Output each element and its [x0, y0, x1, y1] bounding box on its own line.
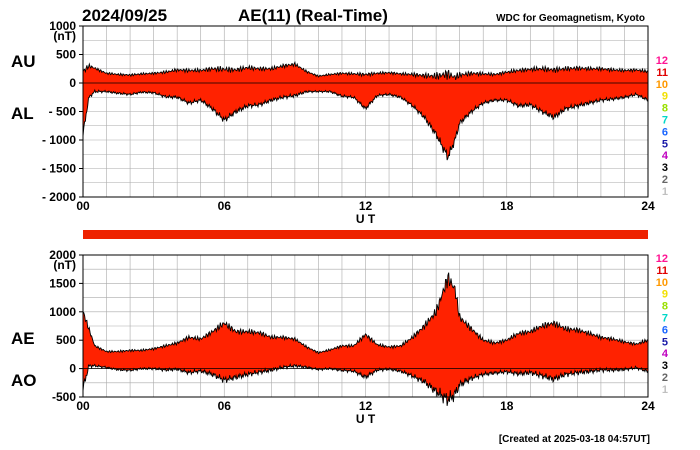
legend-item: 12 [656, 253, 668, 265]
x-tick-label: 18 [500, 399, 514, 413]
y-tick-label: - 1500 [42, 162, 76, 176]
legend-item: 2 [662, 372, 668, 384]
legend-item: 3 [662, 360, 668, 372]
source-label: WDC for Geomagnetism, Kyoto [496, 13, 645, 24]
chart-title: AE(11) (Real-Time) [238, 6, 388, 25]
legend-item: 7 [662, 313, 668, 325]
legend-item: 9 [662, 91, 668, 103]
y-tick-label: 1000 [49, 19, 76, 33]
panel-label-ae: AE [11, 329, 35, 348]
ae-ao-panel: 2000 1500 1000 500 0 -500 (nT) 00 06 12 18 24 U T AE A… [11, 248, 655, 426]
legend-item: 8 [662, 301, 668, 313]
legend-item: 7 [662, 115, 668, 127]
unit-label: (nT) [53, 29, 76, 43]
y-tick-label: 500 [56, 333, 76, 347]
x-axis-label: U T [356, 212, 376, 226]
y-tick-label: - 500 [49, 105, 77, 119]
x-tick-label: 06 [218, 199, 232, 213]
index-band-fill [83, 272, 648, 406]
panel-label-au: AU [11, 52, 36, 71]
legend-item: 4 [662, 150, 669, 162]
legend-item: 10 [656, 79, 668, 91]
legend-item: 11 [656, 67, 668, 79]
plot-frame [82, 254, 649, 398]
unit-label: (nT) [53, 258, 76, 272]
y-tick-label: 1000 [49, 305, 76, 319]
legend-item: 11 [656, 265, 668, 277]
legend-item: 8 [662, 103, 668, 115]
y-tick-label: 0 [69, 362, 76, 376]
legend-item: 12 [656, 55, 668, 67]
y-tick-label: 500 [56, 48, 76, 62]
legend-item: 4 [662, 348, 669, 360]
legend-item: 6 [662, 324, 668, 336]
data-coverage-bar [83, 230, 648, 239]
x-tick-label: 24 [641, 399, 655, 413]
legend-item: 1 [662, 384, 668, 396]
x-tick-label: 12 [359, 399, 373, 413]
x-tick-label: 18 [500, 199, 514, 213]
x-tick-label: 00 [76, 399, 90, 413]
legend-item: 3 [662, 162, 668, 174]
index-band-fill [83, 62, 648, 161]
series-line-ao [82, 362, 649, 406]
legend-item: 5 [662, 138, 668, 150]
x-tick-label: 24 [641, 199, 655, 213]
legend-item: 10 [656, 277, 668, 289]
series-line-ae [82, 272, 649, 355]
au-al-panel: 1000 500 0 - 500 - 1000 - 1500 - 2000 (nT) 00 06 1… [11, 19, 655, 226]
y-tick-label: - 2000 [42, 190, 76, 204]
date-title: 2024/09/25 [82, 6, 167, 25]
panel-label-al: AL [11, 104, 34, 123]
y-tick-label: 2000 [49, 248, 76, 262]
legend-item: 5 [662, 336, 668, 348]
panel-label-ao: AO [11, 371, 37, 390]
legend-item: 6 [662, 126, 668, 138]
legend-item: 9 [662, 289, 668, 301]
legend-item: 1 [662, 186, 668, 198]
y-tick-label: - 1000 [42, 133, 76, 147]
x-tick-label: 00 [76, 199, 90, 213]
x-tick-label: 06 [218, 399, 232, 413]
y-tick-label: 1500 [49, 276, 76, 290]
created-footer: [Created at 2025-03-18 04:57UT] [499, 434, 650, 445]
series-line-au [82, 60, 649, 81]
y-tick-label: -500 [52, 390, 76, 404]
x-tick-label: 12 [359, 199, 373, 213]
series-line-al [82, 88, 649, 161]
legend-item: 2 [662, 174, 668, 186]
y-tick-label: 0 [69, 76, 76, 90]
x-axis-label: U T [356, 412, 376, 426]
